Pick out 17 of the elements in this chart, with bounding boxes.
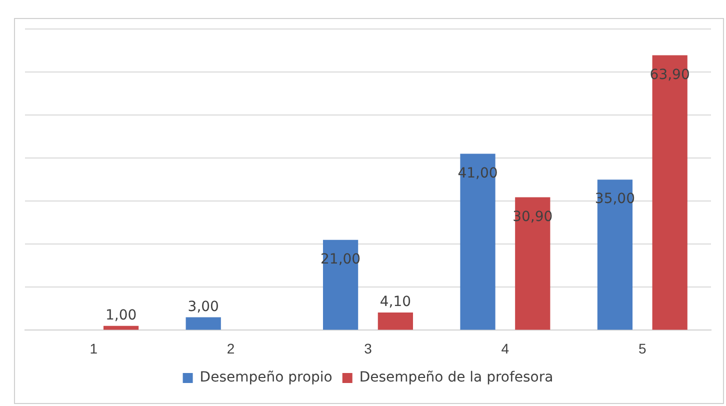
bar bbox=[460, 154, 496, 330]
x-tick-label: 2 bbox=[226, 340, 235, 356]
x-tick-label: 5 bbox=[638, 340, 646, 356]
legend-label: Desempeño de la profesora bbox=[359, 370, 554, 386]
bar bbox=[103, 326, 139, 330]
data-label: 4,10 bbox=[380, 294, 412, 310]
bar bbox=[597, 180, 633, 330]
data-label: 3,00 bbox=[188, 298, 219, 315]
data-label: 1,00 bbox=[105, 308, 137, 324]
legend-label: Desempeño propio bbox=[200, 370, 332, 386]
bar bbox=[652, 55, 688, 330]
x-tick-label: 3 bbox=[364, 340, 372, 356]
bar bbox=[378, 312, 413, 330]
x-tick-label: 4 bbox=[501, 340, 510, 356]
bar bbox=[186, 317, 221, 330]
bar bbox=[515, 197, 550, 330]
x-tick-label: 1 bbox=[90, 340, 98, 356]
